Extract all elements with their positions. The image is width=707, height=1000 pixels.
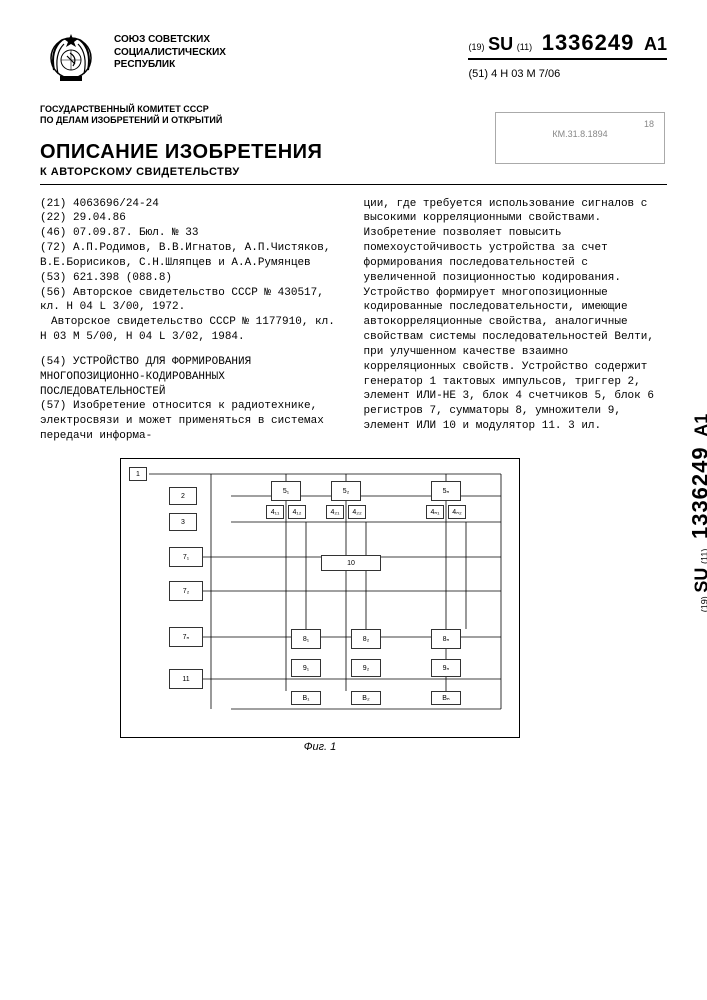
union-line1: СОЮЗ СОВЕТСКИХ — [114, 34, 226, 47]
spine-kind: A1 — [692, 414, 707, 437]
field-57-start: (57) Изобретение относится к радиотехник… — [40, 399, 344, 444]
field-56a: (56) Авторское свидетельство СССР № 4305… — [40, 286, 344, 316]
document-subtitle: К АВТОРСКОМУ СВИДЕТЕЛЬСТВУ — [40, 166, 667, 178]
schematic-block: 7ₙ — [169, 627, 203, 647]
abstract-continuation: ции, где требуется использование сигнало… — [364, 197, 668, 435]
code-11: (11) — [517, 42, 532, 52]
union-line3: РЕСПУБЛИК — [114, 59, 226, 72]
schematic-block: 5ₙ — [431, 481, 461, 501]
spine-code-11: (11) — [700, 549, 707, 564]
schematic-block: 4ₙ₁ — [426, 505, 444, 519]
field-72: (72) А.П.Родимов, В.В.Игнатов, А.П.Чистя… — [40, 241, 344, 271]
field-21: (21) 4063696/24-24 — [40, 197, 344, 212]
schematic-block: 8₂ — [351, 629, 381, 649]
ussr-emblem — [40, 30, 102, 92]
publication-number-line: (19) SU (11) 1336249 A1 — [468, 30, 667, 60]
committee-line1: ГОСУДАРСТВЕННЫЙ КОМИТЕТ СССР — [40, 104, 260, 115]
schematic-block: 2 — [169, 487, 197, 505]
schematic-block: 4₁₁ — [266, 505, 284, 519]
title-rule — [40, 184, 667, 185]
stamp-number: 18 — [496, 119, 664, 129]
schematic-block: 5₂ — [331, 481, 361, 501]
figure-1-schematic: Фиг. 1 1235₁5₂5ₙ4₁₁4₁₂4₂₁4₂₂4ₙ₁4ₙ₂7₁7₂7ₙ… — [120, 458, 520, 738]
schematic-block: 4ₙ₂ — [448, 505, 466, 519]
country-code: SU — [488, 34, 513, 54]
publication-id-block: (19) SU (11) 1336249 A1 (51) 4 H 03 M 7/… — [468, 30, 667, 80]
field-53: (53) 621.398 (088.8) — [40, 271, 344, 286]
registration-stamp: 18 КМ.31.8.1894 — [495, 112, 665, 164]
ipc-code: H 03 M 7/06 — [500, 68, 560, 80]
union-line2: СОЦИАЛИСТИЧЕСКИХ — [114, 47, 226, 60]
committee-name: ГОСУДАРСТВЕННЫЙ КОМИТЕТ СССР ПО ДЕЛАМ ИЗ… — [40, 104, 260, 127]
schematic-block: 8ₙ — [431, 629, 461, 649]
schematic-block: 4₁₂ — [288, 505, 306, 519]
field-56b: Авторское свидетельство СССР № 1177910, … — [40, 315, 344, 345]
schematic-block: 7₁ — [169, 547, 203, 567]
schematic-block: 4₂₁ — [326, 505, 344, 519]
schematic-block: 9₁ — [291, 659, 321, 677]
schematic-block: 8₁ — [291, 629, 321, 649]
field-22: (22) 29.04.86 — [40, 211, 344, 226]
publication-number: 1336249 — [536, 30, 641, 55]
bibliographic-abstract: (21) 4063696/24-24 (22) 29.04.86 (46) 07… — [40, 197, 667, 445]
schematic-block: B₁ — [291, 691, 321, 705]
ipc-line: (51) 4 H 03 M 7/06 — [468, 68, 667, 80]
schematic-block: 1 — [129, 467, 147, 481]
committee-line2: ПО ДЕЛАМ ИЗОБРЕТЕНИЙ И ОТКРЫТИЙ — [40, 115, 260, 126]
union-name: СОЮЗ СОВЕТСКИХ СОЦИАЛИСТИЧЕСКИХ РЕСПУБЛИ… — [114, 30, 226, 72]
schematic-block: 9₂ — [351, 659, 381, 677]
schematic-block: 3 — [169, 513, 197, 531]
spine-publication-label: (19) SU (11) 1336249 A1 — [688, 414, 707, 613]
document-header: СОЮЗ СОВЕТСКИХ СОЦИАЛИСТИЧЕСКИХ РЕСПУБЛИ… — [40, 30, 667, 92]
kind-code: A1 — [644, 34, 667, 54]
schematic-block: 9ₙ — [431, 659, 461, 677]
schematic-block: Bₙ — [431, 691, 461, 705]
ipc-prefix: (51) 4 — [468, 68, 497, 80]
code-19: (19) — [468, 42, 484, 52]
spine-country: SU — [692, 568, 707, 593]
schematic-block: 10 — [321, 555, 381, 571]
stamp-date: КМ.31.8.1894 — [496, 129, 664, 139]
field-54: (54) УСТРОЙСТВО ДЛЯ ФОРМИРОВАНИЯ МНОГОПО… — [40, 355, 344, 400]
schematic-block: 7₂ — [169, 581, 203, 601]
schematic-block: B₂ — [351, 691, 381, 705]
figure-caption: Фиг. 1 — [304, 741, 337, 753]
field-46: (46) 07.09.87. Бюл. № 33 — [40, 226, 344, 241]
spine-number: 1336249 — [688, 440, 707, 545]
spine-code-19: (19) — [700, 596, 707, 612]
schematic-block: 5₁ — [271, 481, 301, 501]
schematic-block: 4₂₂ — [348, 505, 366, 519]
schematic-block: 11 — [169, 669, 203, 689]
